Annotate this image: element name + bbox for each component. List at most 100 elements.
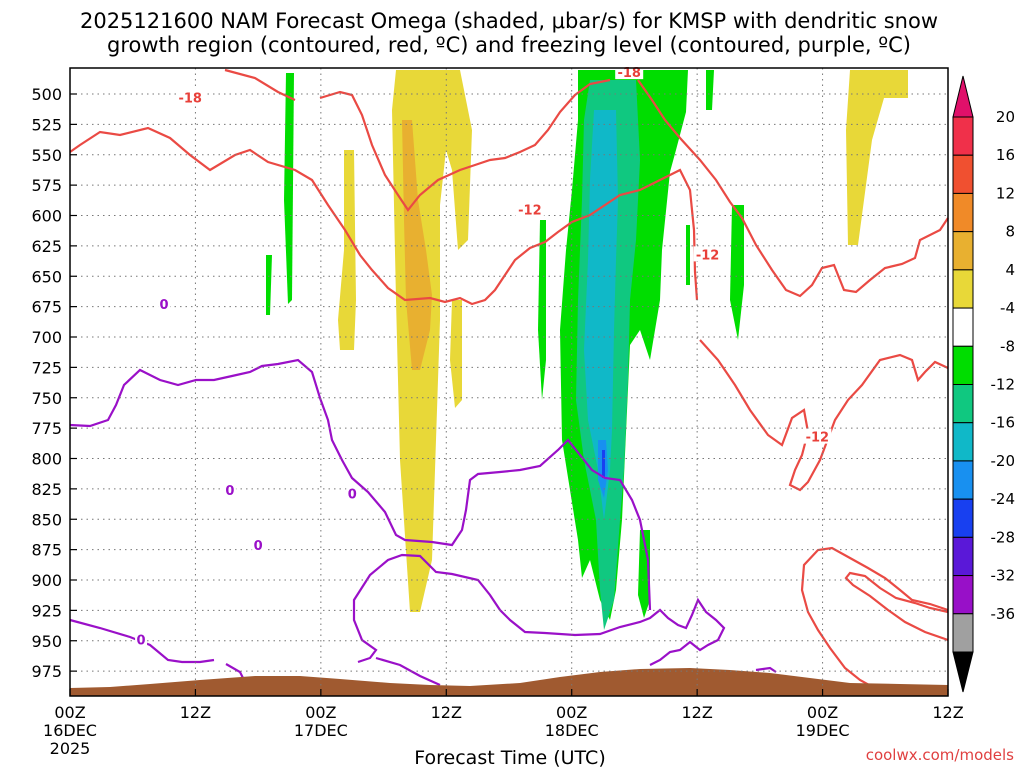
y-tick-label: 975 bbox=[31, 662, 62, 681]
colorbar-swatch bbox=[952, 498, 974, 538]
plot-background bbox=[70, 68, 948, 696]
colorbar-label: -8 bbox=[1000, 337, 1015, 355]
x-tick-label: 00Z bbox=[305, 703, 336, 722]
omega-shade-green-3 bbox=[266, 255, 272, 315]
contour-label-bg bbox=[346, 485, 359, 501]
colorbar-label: -32 bbox=[991, 567, 1016, 585]
dgz-contour-label: -18 bbox=[178, 92, 202, 107]
dgz-contour-lower-1 bbox=[699, 339, 949, 492]
dgz-contour-label: -12 bbox=[806, 431, 830, 446]
y-tick-label: 800 bbox=[31, 450, 62, 469]
y-tick-label: 625 bbox=[31, 237, 62, 256]
colorbar-swatch bbox=[952, 192, 974, 233]
y-tick-label: 500 bbox=[31, 85, 62, 104]
plot-frame bbox=[69, 67, 949, 697]
y-tick-label: 525 bbox=[31, 115, 62, 134]
omega-shade-blue-2 bbox=[602, 450, 605, 478]
colorbar-swatch bbox=[952, 422, 974, 462]
dgz-contour-upper-3 bbox=[319, 78, 611, 212]
contour-label-bg bbox=[135, 631, 148, 647]
colorbar-swatch bbox=[952, 345, 974, 385]
colorbar-swatch bbox=[952, 231, 974, 271]
colorbar-bottom-arrow bbox=[952, 651, 974, 693]
colorbar-label: -24 bbox=[991, 490, 1016, 508]
y-axis: 500 525 550 575 600 625 650 675 700 725 750 775 800 8… bbox=[31, 85, 77, 681]
x-tick-label: 12Z bbox=[932, 703, 963, 722]
colorbar-swatch bbox=[952, 613, 974, 653]
terrain bbox=[70, 668, 948, 696]
x-tick-date-label: 17DEC bbox=[294, 721, 348, 740]
omega-shade-green-7 bbox=[686, 225, 690, 285]
freezing-contour-label: 0 bbox=[137, 634, 146, 649]
y-tick-label: 825 bbox=[31, 480, 62, 499]
colorbar-label: 8 bbox=[1005, 223, 1015, 241]
omega-shade-yellow-2 bbox=[338, 150, 356, 350]
dgz-contour-upper-1 bbox=[69, 126, 699, 306]
y-tick-label: 550 bbox=[31, 146, 62, 165]
contour-label-bg bbox=[158, 296, 171, 312]
credit-text: coolwx.com/models bbox=[866, 746, 1014, 764]
y-tick-label: 575 bbox=[31, 176, 62, 195]
colorbar-swatch bbox=[952, 116, 974, 156]
colorbar-swatch bbox=[952, 154, 974, 194]
freezing-contour-label: 0 bbox=[225, 484, 234, 499]
freezing-contours bbox=[69, 358, 777, 687]
colorbar-label: 4 bbox=[1005, 261, 1015, 279]
x-tick-label: 00Z bbox=[807, 703, 838, 722]
freezing-contour-label: 0 bbox=[254, 539, 263, 554]
x-tick-label: 12Z bbox=[431, 703, 462, 722]
colorbar-label: -16 bbox=[991, 414, 1016, 432]
contour-label-bg bbox=[515, 201, 544, 217]
shaded-omega-layer bbox=[266, 70, 908, 630]
x-tick-date-label: 18DEC bbox=[545, 721, 599, 740]
colorbar-label: -20 bbox=[991, 452, 1016, 470]
colorbar-swatch bbox=[952, 460, 974, 500]
x-tick-label: 00Z bbox=[54, 703, 85, 722]
x-tick-date-label: 19DEC bbox=[796, 721, 850, 740]
y-tick-label: 600 bbox=[31, 207, 62, 226]
contour-label-bg bbox=[252, 536, 265, 552]
dgz-contour-label: -12 bbox=[518, 203, 542, 218]
colorbar-label: -12 bbox=[991, 376, 1016, 394]
colorbar-swatch bbox=[952, 575, 974, 615]
colorbar-label: 12 bbox=[996, 184, 1015, 202]
colorbar-top-arrow bbox=[952, 75, 974, 118]
colorbar: 20 16 12 8 4 -4 -8 -12 -16 -20 -24 -28 -32 -36 bbox=[952, 75, 1016, 693]
omega-shade-yellow-3 bbox=[450, 300, 462, 408]
freezing-contour-loop bbox=[352, 553, 726, 666]
chart-title-line2: growth region (contoured, red, ºC) and f… bbox=[107, 33, 911, 57]
y-tick-label: 700 bbox=[31, 328, 62, 347]
colorbar-label: -36 bbox=[991, 605, 1016, 623]
contour-label-bg bbox=[223, 482, 236, 498]
y-tick-label: 850 bbox=[31, 510, 62, 529]
y-tick-label: 950 bbox=[31, 632, 62, 651]
y-tick-label: 675 bbox=[31, 298, 62, 317]
x-tick-date-label: 16DEC bbox=[43, 721, 97, 740]
dgz-contour-label: -18 bbox=[617, 66, 641, 81]
freezing-contour-upper bbox=[69, 358, 652, 611]
colorbar-label: 20 bbox=[996, 108, 1015, 126]
freezing-contour-bottom-1 bbox=[375, 656, 441, 687]
freezing-contour-lower bbox=[69, 618, 215, 664]
freezing-contour-label: 0 bbox=[160, 298, 169, 313]
colorbar-label: -28 bbox=[991, 528, 1016, 546]
y-tick-label: 725 bbox=[31, 358, 62, 377]
colorbar-swatch bbox=[952, 536, 974, 577]
y-tick-label: 925 bbox=[31, 601, 62, 620]
colorbar-label: -4 bbox=[1000, 299, 1015, 317]
y-tick-label: 875 bbox=[31, 541, 62, 560]
x-tick-label: 12Z bbox=[681, 703, 712, 722]
omega-shade-green-6 bbox=[730, 205, 744, 340]
contour-label-bg bbox=[176, 89, 205, 105]
x-tick-label: 00Z bbox=[556, 703, 587, 722]
chart-title-line1: 2025121600 NAM Forecast Omega (shaded, μ… bbox=[80, 9, 938, 33]
omega-shade-green-4 bbox=[538, 220, 546, 400]
x-tick-year-label: 2025 bbox=[50, 739, 91, 758]
freezing-contour-label: 0 bbox=[348, 488, 357, 503]
dgz-contour-lower-3 bbox=[844, 571, 949, 642]
colorbar-label: 16 bbox=[996, 146, 1015, 164]
x-axis-label: Forecast Time (UTC) bbox=[414, 747, 605, 768]
omega-shade-green-5 bbox=[706, 70, 714, 110]
